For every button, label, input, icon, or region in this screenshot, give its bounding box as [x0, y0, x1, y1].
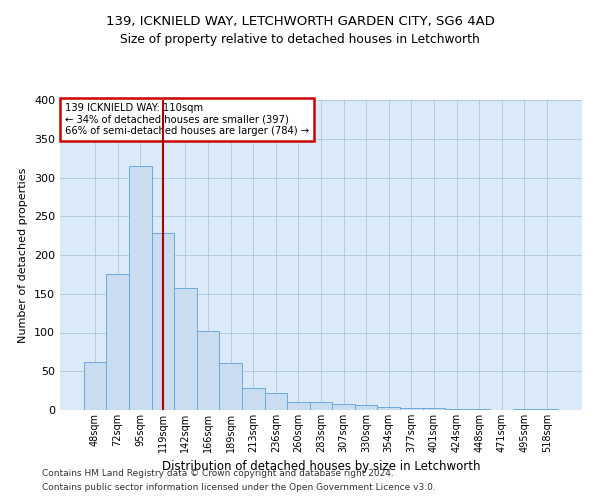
X-axis label: Distribution of detached houses by size in Letchworth: Distribution of detached houses by size …	[162, 460, 480, 473]
Bar	[536, 409, 558, 410]
Bar	[355, 406, 377, 410]
Bar	[174, 288, 197, 410]
Bar	[265, 393, 287, 410]
Bar	[468, 409, 490, 410]
Bar	[377, 407, 400, 410]
Bar	[129, 166, 152, 410]
Bar	[84, 362, 106, 410]
Bar	[242, 388, 265, 410]
Text: Contains HM Land Registry data © Crown copyright and database right 2024.: Contains HM Land Registry data © Crown c…	[42, 468, 394, 477]
Text: Size of property relative to detached houses in Letchworth: Size of property relative to detached ho…	[120, 32, 480, 46]
Bar	[310, 402, 332, 410]
Bar	[152, 234, 174, 410]
Text: 139 ICKNIELD WAY: 110sqm
← 34% of detached houses are smaller (397)
66% of semi-: 139 ICKNIELD WAY: 110sqm ← 34% of detach…	[65, 103, 310, 136]
Bar	[287, 402, 310, 410]
Bar	[513, 409, 536, 410]
Bar	[422, 408, 445, 410]
Bar	[445, 409, 468, 410]
Bar	[332, 404, 355, 410]
Y-axis label: Number of detached properties: Number of detached properties	[19, 168, 28, 342]
Text: Contains public sector information licensed under the Open Government Licence v3: Contains public sector information licen…	[42, 484, 436, 492]
Bar	[400, 408, 422, 410]
Bar	[106, 274, 129, 410]
Text: 139, ICKNIELD WAY, LETCHWORTH GARDEN CITY, SG6 4AD: 139, ICKNIELD WAY, LETCHWORTH GARDEN CIT…	[106, 15, 494, 28]
Bar	[197, 331, 220, 410]
Bar	[220, 362, 242, 410]
